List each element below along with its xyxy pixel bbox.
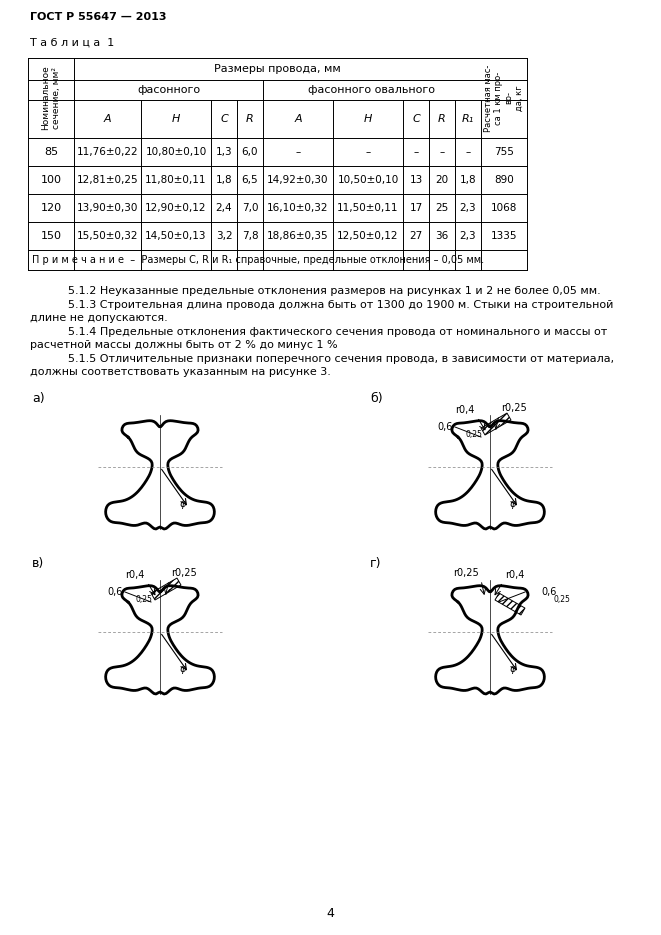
- Text: 17: 17: [409, 203, 422, 213]
- Text: 5.1.3 Строительная длина провода должна быть от 1300 до 1900 м. Стыки на строите: 5.1.3 Строительная длина провода должна …: [68, 300, 613, 310]
- Text: 1,8: 1,8: [215, 175, 232, 185]
- Text: в): в): [32, 557, 44, 570]
- Text: φ: φ: [180, 499, 186, 509]
- Text: A: A: [104, 114, 111, 124]
- Text: H: H: [364, 114, 372, 124]
- Text: П р и м е ч а н и е  –  Размеры C, R и R₁ справочные, предельные отклонения – 0,: П р и м е ч а н и е – Размеры C, R и R₁ …: [32, 255, 484, 265]
- Text: 100: 100: [40, 175, 61, 185]
- Text: 5.1.5 Отличительные признаки поперечного сечения провода, в зависимости от матер: 5.1.5 Отличительные признаки поперечного…: [68, 354, 614, 364]
- Text: –: –: [413, 147, 418, 157]
- Text: 36: 36: [436, 231, 449, 241]
- Text: фасонного овального: фасонного овального: [309, 85, 436, 95]
- Text: 150: 150: [40, 231, 61, 241]
- Text: r0,4: r0,4: [126, 570, 145, 580]
- Text: 10,50±0,10: 10,50±0,10: [337, 175, 399, 185]
- Text: r0,4: r0,4: [505, 570, 524, 580]
- Text: 4: 4: [326, 907, 334, 920]
- Text: r0,4: r0,4: [455, 405, 475, 415]
- Text: 25: 25: [436, 203, 449, 213]
- Text: 1068: 1068: [491, 203, 517, 213]
- Text: 11,50±0,11: 11,50±0,11: [337, 203, 399, 213]
- Text: 14,92±0,30: 14,92±0,30: [267, 175, 329, 185]
- Text: r0,25: r0,25: [453, 568, 479, 578]
- Text: 10,80±0,10: 10,80±0,10: [145, 147, 207, 157]
- Text: –: –: [465, 147, 471, 157]
- Text: 11,80±0,11: 11,80±0,11: [145, 175, 207, 185]
- Text: 5.1.4 Предельные отклонения фактического сечения провода от номинального и массы: 5.1.4 Предельные отклонения фактического…: [68, 327, 607, 337]
- Text: R₁: R₁: [462, 114, 474, 124]
- Text: Т а б л и ц а  1: Т а б л и ц а 1: [30, 38, 114, 48]
- Text: г): г): [370, 557, 381, 570]
- Text: б): б): [370, 392, 383, 405]
- Text: H: H: [172, 114, 180, 124]
- Text: 0,6: 0,6: [108, 587, 123, 597]
- Text: 13: 13: [409, 175, 422, 185]
- Text: 755: 755: [494, 147, 514, 157]
- Text: расчетной массы должны быть от 2 % до минус 1 %: расчетной массы должны быть от 2 % до ми…: [30, 340, 338, 350]
- Text: 0,25: 0,25: [135, 595, 152, 604]
- Text: 13,90±0,30: 13,90±0,30: [77, 203, 138, 213]
- Text: 20: 20: [436, 175, 449, 185]
- Text: φ: φ: [510, 499, 516, 509]
- Text: 12,81±0,25: 12,81±0,25: [77, 175, 138, 185]
- Text: 7,0: 7,0: [242, 203, 258, 213]
- Text: R: R: [246, 114, 254, 124]
- Text: Номинальное
сечение, мм²: Номинальное сечение, мм²: [41, 65, 61, 130]
- Text: 14,50±0,13: 14,50±0,13: [145, 231, 207, 241]
- Text: Расчетная мас-
са 1 км про-
во-
да, кг: Расчетная мас- са 1 км про- во- да, кг: [484, 65, 524, 132]
- Text: 890: 890: [494, 175, 514, 185]
- Text: R: R: [438, 114, 446, 124]
- Polygon shape: [151, 578, 181, 600]
- Text: Размеры провода, мм: Размеры провода, мм: [214, 64, 341, 74]
- Polygon shape: [481, 413, 511, 435]
- Text: 6,5: 6,5: [242, 175, 258, 185]
- Text: 1,3: 1,3: [215, 147, 232, 157]
- Text: 16,10±0,32: 16,10±0,32: [267, 203, 329, 213]
- Text: 2,3: 2,3: [459, 203, 477, 213]
- Text: 1335: 1335: [490, 231, 518, 241]
- Text: 15,50±0,32: 15,50±0,32: [77, 231, 138, 241]
- Text: 85: 85: [44, 147, 58, 157]
- Text: –: –: [440, 147, 445, 157]
- Text: 5.1.2 Неуказанные предельные отклонения размеров на рисунках 1 и 2 не более 0,05: 5.1.2 Неуказанные предельные отклонения …: [68, 286, 601, 296]
- Text: 12,90±0,12: 12,90±0,12: [145, 203, 207, 213]
- Text: длине не допускаются.: длине не допускаются.: [30, 313, 168, 323]
- Text: 0,6: 0,6: [438, 422, 453, 432]
- Text: 7,8: 7,8: [242, 231, 258, 241]
- Text: 18,86±0,35: 18,86±0,35: [267, 231, 329, 241]
- Text: 2,3: 2,3: [459, 231, 477, 241]
- Text: C: C: [412, 114, 420, 124]
- Polygon shape: [495, 593, 525, 615]
- Text: 3,2: 3,2: [215, 231, 232, 241]
- Text: 11,76±0,22: 11,76±0,22: [77, 147, 138, 157]
- Text: 12,50±0,12: 12,50±0,12: [337, 231, 399, 241]
- Text: 0,25: 0,25: [465, 430, 482, 439]
- Text: 6,0: 6,0: [242, 147, 258, 157]
- Text: 27: 27: [409, 231, 422, 241]
- Text: а): а): [32, 392, 45, 405]
- Text: C: C: [220, 114, 228, 124]
- Text: 120: 120: [40, 203, 61, 213]
- Text: 0,6: 0,6: [541, 587, 557, 597]
- Text: –: –: [366, 147, 371, 157]
- Text: 1,8: 1,8: [459, 175, 477, 185]
- Text: 0,25: 0,25: [553, 595, 570, 604]
- Text: φ: φ: [180, 664, 186, 674]
- Text: r0,25: r0,25: [501, 403, 527, 413]
- Text: φ: φ: [510, 664, 516, 674]
- Text: A: A: [294, 114, 302, 124]
- Text: 2,4: 2,4: [215, 203, 232, 213]
- Text: –: –: [295, 147, 301, 157]
- Text: должны соответствовать указанным на рисунке 3.: должны соответствовать указанным на рису…: [30, 367, 331, 377]
- Text: фасонного: фасонного: [137, 85, 200, 95]
- Text: ГОСТ Р 55647 — 2013: ГОСТ Р 55647 — 2013: [30, 12, 167, 22]
- Text: r0,25: r0,25: [171, 568, 197, 578]
